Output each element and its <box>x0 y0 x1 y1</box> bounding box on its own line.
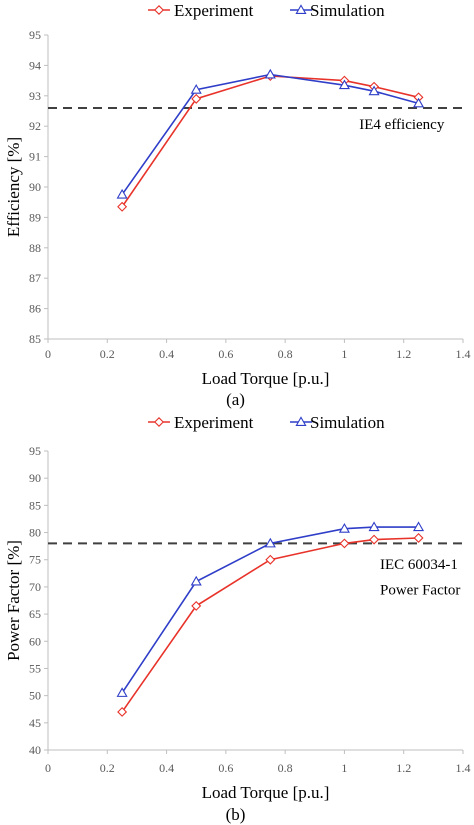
x-tick-label: 0.2 <box>100 761 115 775</box>
legend-label-experiment: Experiment <box>174 413 254 432</box>
data-point-experiment <box>191 93 202 104</box>
data-point-experiment <box>339 538 350 549</box>
data-point-simulation <box>338 523 350 533</box>
legend-marker-simulation <box>295 416 307 427</box>
y-tick-label: 85 <box>29 498 41 512</box>
y-axis-title: Efficiency [%] <box>4 137 23 237</box>
y-tick-label: 70 <box>29 580 41 594</box>
y-tick-label: 90 <box>29 180 41 194</box>
x-tick-label: 1.2 <box>396 347 411 361</box>
x-axis-title: Load Torque [p.u.] <box>202 369 330 388</box>
y-tick-label: 90 <box>29 471 41 485</box>
y-tick-label: 91 <box>29 150 41 164</box>
data-point-simulation <box>116 687 128 697</box>
y-tick-label: 95 <box>29 444 41 458</box>
legend-label-experiment: Experiment <box>174 1 254 20</box>
y-tick-label: 55 <box>29 661 41 675</box>
y-tick-label: 65 <box>29 607 41 621</box>
series-line-simulation <box>121 526 419 694</box>
x-tick-label: 0.6 <box>218 761 233 775</box>
y-tick-label: 88 <box>29 241 41 255</box>
data-point-simulation <box>190 575 202 586</box>
x-tick-label: 0.2 <box>100 347 115 361</box>
x-tick-label: 1.4 <box>456 761 471 775</box>
y-tick-label: 85 <box>29 332 41 346</box>
efficiency-chart: 85 86 87 88 89 90 91 92 93 94 95 0 0.2 0.4 0.6 0.8 1 1.2 1… <box>4 1 471 409</box>
y-tick-label: 80 <box>29 526 41 540</box>
data-point-simulation <box>412 97 425 108</box>
data-point-simulation <box>412 521 425 532</box>
x-axis-title: Load Torque [p.u.] <box>202 783 330 802</box>
y-tick-label: 93 <box>29 89 41 103</box>
chart-caption: (b) <box>226 805 246 824</box>
data-point-simulation <box>264 68 276 79</box>
data-point-experiment <box>117 201 128 212</box>
y-tick-label: 60 <box>29 634 41 648</box>
legend-marker-experiment <box>154 5 164 15</box>
annotation-text: Power Factor <box>380 583 460 599</box>
y-tick-label: 95 <box>29 28 41 42</box>
data-point-simulation <box>264 537 276 548</box>
legend-marker-simulation <box>295 4 307 14</box>
y-tick-label: 92 <box>29 119 41 133</box>
y-tick-label: 87 <box>29 271 41 285</box>
power-factor-chart: 40 45 50 55 60 65 70 75 80 85 90 95 0 0.2 0.4 0.6 0.8 1 1.… <box>4 413 471 824</box>
x-tick-label: 0 <box>45 347 51 361</box>
x-tick-label: 1 <box>341 761 347 775</box>
data-point-simulation <box>368 85 380 96</box>
annotation-text: IEC 60034-1 <box>380 557 458 573</box>
legend-label-simulation: Simulation <box>310 1 385 20</box>
y-tick-label: 75 <box>29 553 41 567</box>
x-tick-label: 1 <box>341 347 347 361</box>
y-tick-label: 86 <box>29 302 41 316</box>
x-tick-label: 0 <box>45 761 51 775</box>
y-tick-label: 50 <box>29 689 41 703</box>
data-point-experiment <box>413 533 424 543</box>
series-line-experiment <box>121 537 419 713</box>
legend-label-simulation: Simulation <box>310 413 385 432</box>
annotation-text: IE4 efficiency <box>359 117 445 133</box>
x-tick-label: 0.4 <box>159 347 174 361</box>
x-tick-label: 0.6 <box>218 347 233 361</box>
data-point-simulation <box>116 188 128 199</box>
y-tick-label: 94 <box>29 58 41 72</box>
data-point-simulation <box>338 79 350 90</box>
y-tick-label: 45 <box>29 716 41 730</box>
series-line-experiment <box>121 75 419 208</box>
x-tick-label: 1.2 <box>396 761 411 775</box>
x-tick-label: 1.4 <box>456 347 471 361</box>
x-tick-label: 0.8 <box>278 347 293 361</box>
data-point-experiment <box>117 706 128 717</box>
legend-marker-experiment <box>154 417 164 427</box>
data-point-simulation <box>368 521 380 532</box>
x-tick-label: 0.4 <box>159 761 174 775</box>
chart-caption: (a) <box>226 390 245 409</box>
data-point-experiment <box>265 554 276 565</box>
y-tick-label: 40 <box>29 743 41 757</box>
y-axis-title: Power Factor [%] <box>4 540 23 661</box>
x-tick-label: 0.8 <box>278 761 293 775</box>
data-point-experiment <box>369 534 380 545</box>
y-tick-label: 89 <box>29 210 41 224</box>
series-line-simulation <box>121 73 419 196</box>
data-point-simulation <box>190 84 202 94</box>
data-point-experiment <box>191 600 202 611</box>
